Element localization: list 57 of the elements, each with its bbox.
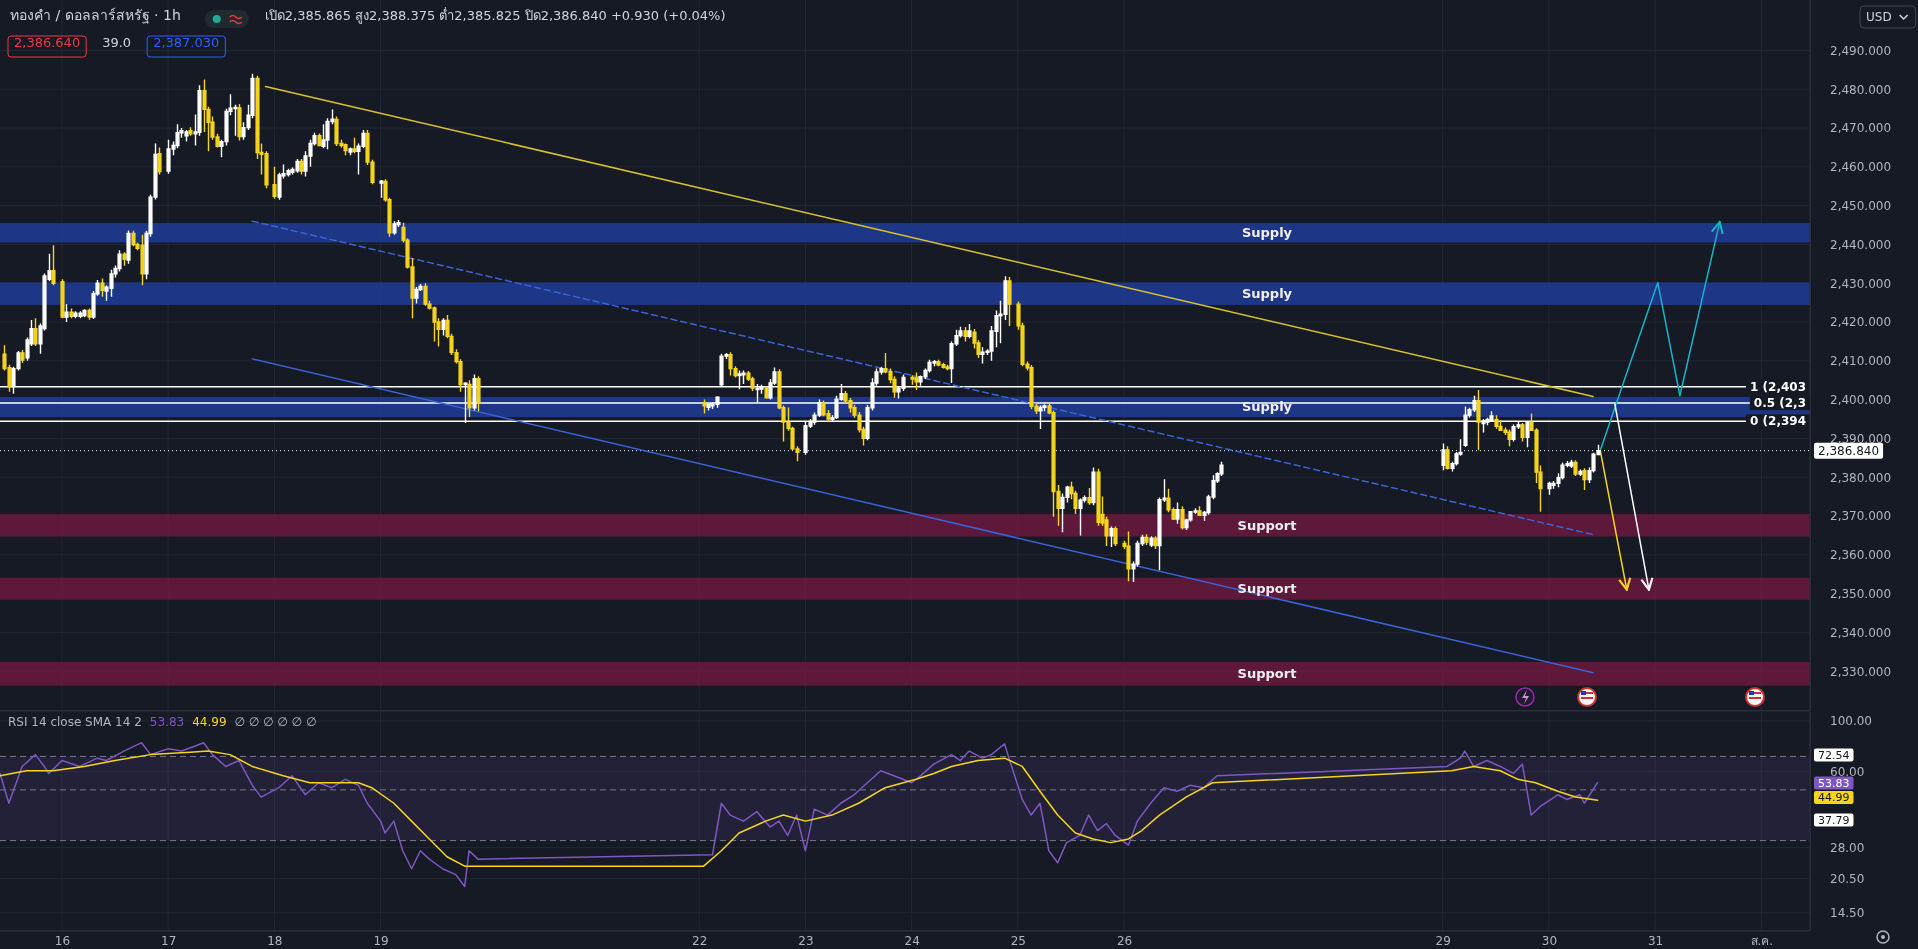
band-label: Supply bbox=[1241, 286, 1293, 302]
x-tick-label: 23 bbox=[798, 933, 814, 948]
x-tick-label: 19 bbox=[373, 933, 389, 948]
text: 44.99 bbox=[1818, 791, 1850, 804]
y-tick-label: 2,430.000 bbox=[1830, 276, 1892, 291]
y-tick-label: 20.50 bbox=[1830, 871, 1865, 886]
y-tick-label: 2,370.000 bbox=[1830, 509, 1892, 524]
text: 72.54 bbox=[1818, 748, 1850, 762]
text: USD bbox=[1866, 10, 1892, 24]
x-tick-label: ส.ค. bbox=[1750, 933, 1774, 948]
annotation: 2,387.030 bbox=[153, 35, 220, 50]
ref-line-label: 2,386.840 bbox=[1818, 443, 1880, 458]
annotation: 39.0 bbox=[102, 35, 132, 50]
x-tick-label: 30 bbox=[1541, 933, 1558, 948]
annotation: 2,386.640 bbox=[14, 35, 81, 50]
y-tick-label: 2,440.000 bbox=[1830, 237, 1892, 252]
x-tick-label: 17 bbox=[161, 933, 177, 948]
y-tick-label: 2,360.000 bbox=[1830, 548, 1892, 563]
y-tick-label: 2,470.000 bbox=[1830, 121, 1892, 136]
band-label: Support bbox=[1237, 666, 1297, 682]
y-tick-label: 2,340.000 bbox=[1830, 625, 1892, 640]
y-tick-label: 2,410.000 bbox=[1830, 354, 1892, 369]
ref-line-label: 0 (2,394 bbox=[1750, 414, 1806, 429]
y-tick-label: 28.00 bbox=[1830, 840, 1865, 855]
y-tick-label: 2,400.000 bbox=[1830, 392, 1892, 407]
annotation: ∅ ∅ ∅ ∅ ∅ ∅ bbox=[234, 715, 317, 729]
y-tick-label: 2,380.000 bbox=[1830, 470, 1892, 485]
y-tick-label: 14.50 bbox=[1830, 906, 1865, 921]
y-tick-label: 2,450.000 bbox=[1830, 198, 1892, 213]
annotation: 0.5 (2,3 bbox=[1753, 396, 1806, 411]
annotation: 44.99 bbox=[192, 715, 227, 729]
x-tick-label: 31 bbox=[1647, 933, 1664, 948]
y-tick-label: 2,460.000 bbox=[1830, 160, 1892, 175]
y-tick-label: 100.00 bbox=[1830, 714, 1872, 729]
x-tick-label: 25 bbox=[1010, 933, 1026, 948]
y-tick-label: 2,330.000 bbox=[1830, 664, 1892, 679]
y-tick-label: 2,390.000 bbox=[1830, 431, 1892, 446]
y-tick-label: 2,490.000 bbox=[1830, 43, 1892, 58]
x-tick-label: 18 bbox=[267, 933, 283, 948]
text: 37.79 bbox=[1818, 813, 1850, 827]
text: ทองคำ / ดอลลาร์สหรัฐ · 1h bbox=[10, 7, 181, 24]
band-label: Support bbox=[1237, 581, 1297, 597]
annotation: 53.83 bbox=[149, 715, 185, 729]
y-tick-label: 2,350.000 bbox=[1830, 586, 1892, 601]
band-label: Support bbox=[1237, 517, 1297, 533]
y-tick-label: 2,420.000 bbox=[1830, 315, 1892, 330]
x-tick-label: 16 bbox=[54, 933, 71, 948]
ref-line-label: 1 (2,403 bbox=[1750, 379, 1806, 394]
band-label: Supply bbox=[1241, 399, 1293, 415]
text: เปิด2,385.865 สูง2,388.375 ต่ำ2,385.825 ปิด2,386.840 +0.930 (+0.04%) bbox=[264, 7, 726, 24]
chart-title: RSI 14 close SMA 14 2 bbox=[8, 715, 142, 729]
x-tick-label: 24 bbox=[904, 933, 920, 948]
band-label: Supply bbox=[1241, 225, 1293, 241]
x-tick-label: 22 bbox=[692, 933, 708, 948]
x-tick-label: 26 bbox=[1116, 933, 1133, 948]
y-tick-label: 2,480.000 bbox=[1830, 82, 1892, 97]
x-tick-label: 29 bbox=[1435, 933, 1451, 948]
